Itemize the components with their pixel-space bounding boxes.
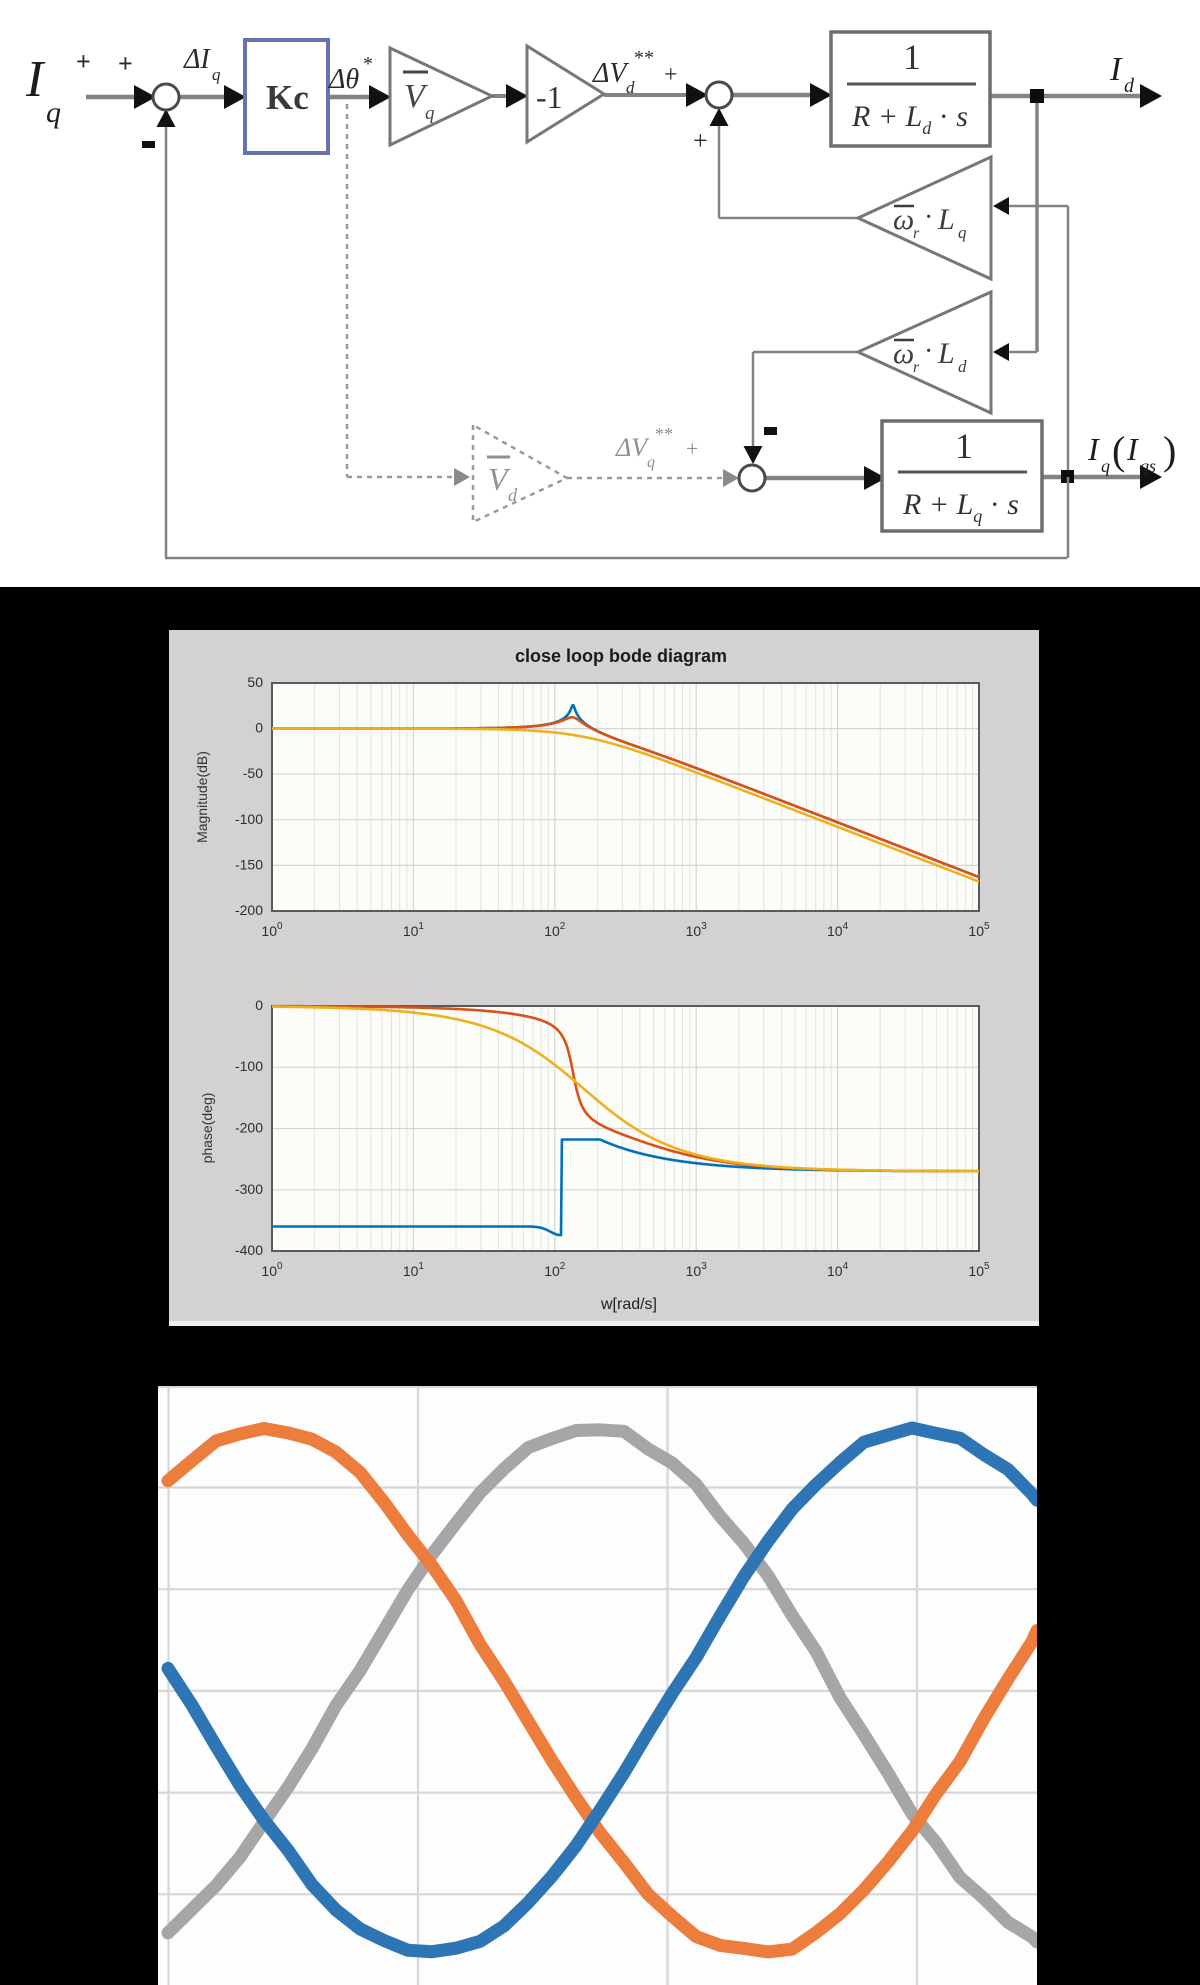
svg-text:103: 103 (686, 1261, 708, 1279)
svg-text:0: 0 (255, 720, 263, 736)
svg-text:ω: ω (893, 337, 914, 370)
svg-text:d: d (626, 78, 635, 97)
svg-text:104: 104 (827, 1261, 849, 1279)
svg-text:r: r (913, 359, 920, 376)
svg-text:d: d (508, 485, 518, 505)
svg-text:): ) (1163, 428, 1176, 473)
svg-text:-1: -1 (536, 79, 563, 115)
svg-text:+: + (693, 126, 708, 155)
svg-text:q: q (46, 96, 61, 129)
svg-text:I: I (1087, 431, 1100, 467)
svg-text:phase(deg): phase(deg) (199, 1093, 215, 1164)
svg-text:q: q (212, 65, 221, 84)
svg-text:-300: -300 (235, 1181, 263, 1197)
svg-text:-100: -100 (235, 1058, 263, 1074)
svg-text:L: L (937, 203, 955, 236)
svg-text:q: q (958, 223, 967, 242)
svg-text:0: 0 (255, 997, 263, 1013)
svg-text:104: 104 (827, 921, 849, 939)
svg-text:·: · (924, 202, 933, 233)
svg-text:-50: -50 (243, 765, 263, 781)
svg-text:Kc: Kc (266, 78, 309, 117)
svg-text:L: L (937, 337, 955, 370)
svg-text:1: 1 (955, 426, 973, 466)
svg-text:I: I (1126, 431, 1139, 467)
svg-text:w[rad/s]: w[rad/s] (600, 1296, 657, 1313)
svg-text:ΔV: ΔV (592, 58, 629, 89)
svg-text:-200: -200 (235, 902, 263, 918)
svg-text:105: 105 (968, 921, 990, 939)
svg-text:close loop bode diagram: close loop bode diagram (515, 646, 727, 666)
svg-text:**: ** (634, 47, 654, 69)
svg-text:100: 100 (261, 1261, 283, 1279)
svg-text:·: · (924, 336, 933, 367)
svg-text:d: d (958, 357, 967, 376)
svg-text:R + Lq · s: R + Lq · s (902, 488, 1019, 526)
svg-text:105: 105 (968, 1261, 990, 1279)
svg-text:I: I (25, 51, 46, 108)
svg-text:q: q (1101, 456, 1110, 476)
svg-text:d: d (1124, 75, 1135, 97)
svg-text:(: ( (1112, 428, 1125, 473)
svg-text:I: I (1109, 51, 1123, 88)
svg-text:Δθ: Δθ (328, 64, 359, 95)
svg-text:100: 100 (261, 921, 283, 939)
svg-text:ω: ω (893, 203, 914, 236)
svg-text:ΔV: ΔV (615, 433, 650, 462)
svg-text:R + Ld · s: R + Ld · s (851, 100, 968, 138)
svg-text:q: q (647, 454, 655, 471)
svg-text:103: 103 (686, 921, 708, 939)
svg-text:ΔI: ΔI (183, 44, 211, 75)
svg-text:+: + (664, 62, 678, 88)
svg-text:101: 101 (403, 921, 425, 939)
svg-text:-200: -200 (235, 1120, 263, 1136)
svg-text:101: 101 (403, 1261, 425, 1279)
svg-text:r: r (913, 225, 920, 242)
svg-text:*: * (363, 53, 373, 75)
svg-text:50: 50 (247, 674, 263, 690)
svg-text:102: 102 (544, 1261, 566, 1279)
svg-text:**: ** (655, 424, 673, 444)
svg-text:102: 102 (544, 921, 566, 939)
svg-text:+: + (686, 436, 698, 461)
svg-text:+: + (76, 47, 91, 76)
svg-text:+: + (118, 49, 133, 78)
svg-text:Magnitude(dB): Magnitude(dB) (194, 751, 210, 843)
svg-text:-100: -100 (235, 811, 263, 827)
svg-text:V: V (488, 461, 511, 497)
svg-text:-150: -150 (235, 856, 263, 872)
svg-text:qs: qs (1140, 456, 1156, 476)
svg-text:-400: -400 (235, 1242, 263, 1258)
svg-text:1: 1 (903, 37, 921, 77)
svg-text:q: q (425, 103, 435, 124)
